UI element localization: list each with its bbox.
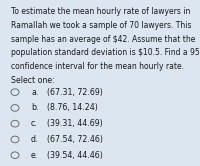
Text: To estimate the mean hourly rate of lawyers in: To estimate the mean hourly rate of lawy… [11, 7, 190, 16]
Text: (67.54, 72.46): (67.54, 72.46) [47, 135, 103, 144]
Text: (39.31, 44.69): (39.31, 44.69) [47, 119, 103, 128]
Text: c.: c. [31, 119, 38, 128]
Text: sample has an average of $42. Assume that the: sample has an average of $42. Assume tha… [11, 35, 195, 44]
Text: population standard deviation is $10.5. Find a 95%: population standard deviation is $10.5. … [11, 48, 200, 57]
Text: a.: a. [31, 88, 38, 97]
Text: e.: e. [31, 151, 38, 160]
Text: (8.76, 14.24): (8.76, 14.24) [47, 103, 98, 112]
Text: b.: b. [31, 103, 38, 112]
Text: confidence interval for the mean hourly rate.: confidence interval for the mean hourly … [11, 62, 184, 71]
Text: (39.54, 44.46): (39.54, 44.46) [47, 151, 103, 160]
Text: Ramallah we took a sample of 70 lawyers. This: Ramallah we took a sample of 70 lawyers.… [11, 21, 192, 30]
Text: Select one:: Select one: [11, 76, 55, 85]
Text: (67.31, 72.69): (67.31, 72.69) [47, 88, 103, 97]
Text: d.: d. [31, 135, 38, 144]
